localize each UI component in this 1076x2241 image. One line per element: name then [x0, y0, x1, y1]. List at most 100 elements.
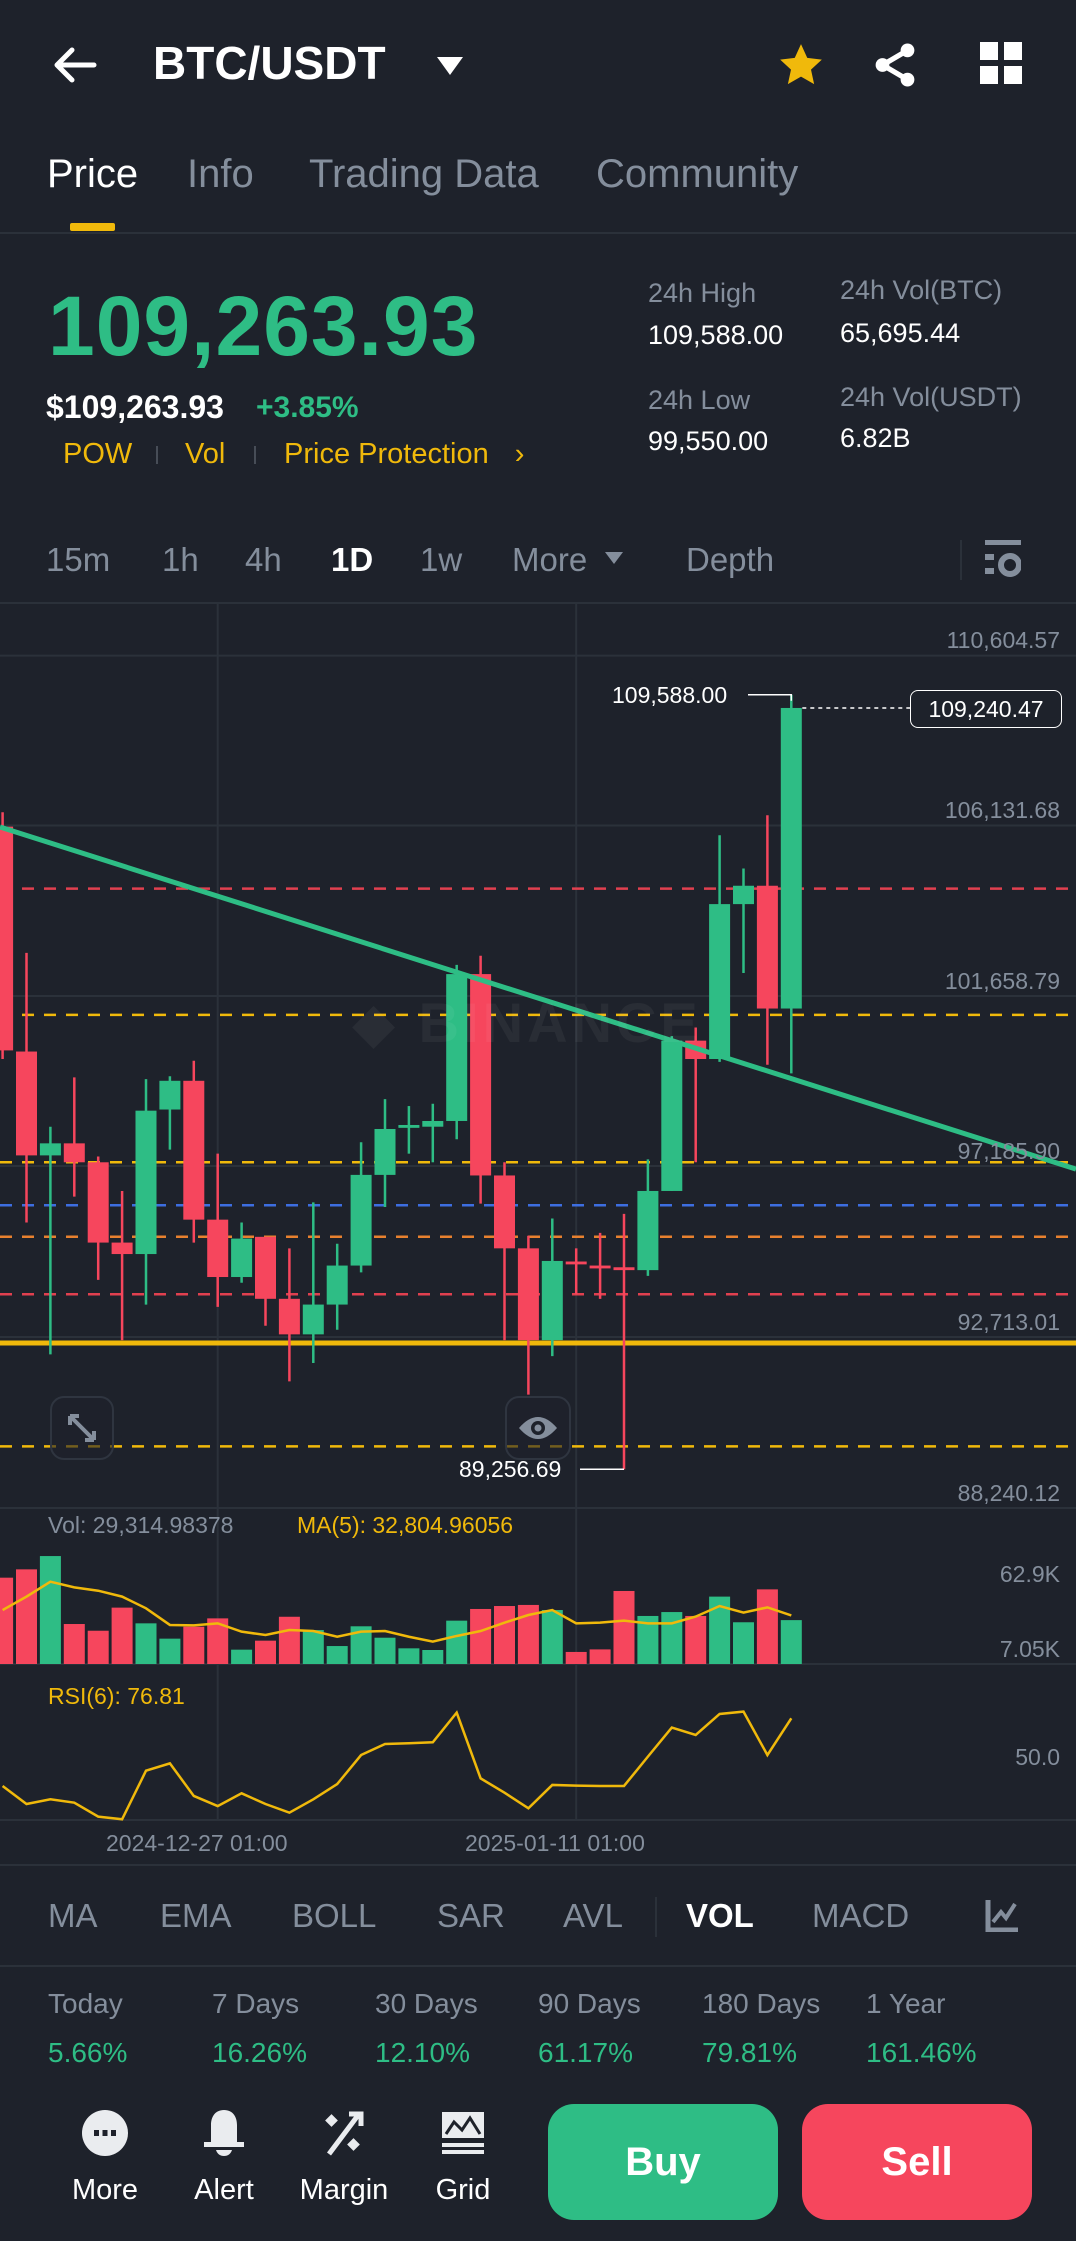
volume-bar [374, 1637, 396, 1664]
volume-bar [637, 1615, 659, 1664]
candle-body [733, 885, 754, 905]
candle-body [0, 826, 14, 1051]
candle-body [589, 1265, 611, 1269]
indicator-avl[interactable]: AVL [563, 1897, 623, 1934]
timeframe-depth[interactable]: Depth [686, 541, 775, 578]
candle-body [398, 1124, 420, 1128]
indicator-sar[interactable]: SAR [437, 1897, 505, 1934]
tag-vol[interactable]: Vol [185, 438, 226, 470]
timeframe-4h[interactable]: 4h [245, 541, 282, 578]
rsi-line [1, 1710, 793, 1821]
timeframe-1h[interactable]: 1h [162, 541, 199, 578]
grid-layout-icon[interactable] [980, 42, 1022, 89]
period-label: 90 Days [538, 1988, 641, 2019]
nav-alert-label: Alert [194, 2174, 254, 2206]
volume-bar [231, 1649, 253, 1664]
price-protection-label: Price Protection [284, 438, 489, 470]
price-tick: 92,713.01 [957, 1309, 1060, 1335]
candle-body [278, 1298, 300, 1335]
nav-margin-label: Margin [299, 2174, 389, 2206]
arrow-left-icon [54, 47, 97, 83]
candle-body [39, 1143, 61, 1156]
indicator-settings-icon[interactable] [985, 1898, 1019, 1937]
candle-body [494, 1175, 515, 1249]
price-protection-link[interactable]: Price Protection › [284, 438, 524, 471]
eye-icon [519, 1417, 557, 1439]
indicators-divider [0, 1965, 1076, 1967]
caret-down-icon [605, 552, 624, 564]
period-label: 180 Days [702, 1988, 821, 2019]
volume-bar [517, 1604, 539, 1664]
tab-community[interactable]: Community [596, 152, 799, 196]
tag-separator [156, 446, 158, 464]
nav-margin[interactable] [289, 2110, 399, 2220]
indicator-vol[interactable]: VOL [686, 1897, 754, 1934]
tag-pow[interactable]: POW [63, 438, 133, 470]
timeframe-1d[interactable]: 1D [331, 541, 374, 578]
tab-trading-data[interactable]: Trading Data [309, 152, 539, 196]
candle-body [565, 1261, 587, 1265]
period-label: 1 Year [866, 1988, 946, 2019]
candle-body [780, 707, 802, 1009]
timeframe-more[interactable]: More [512, 541, 624, 579]
volume-bar [278, 1616, 300, 1664]
timeframe-15m[interactable]: 15m [46, 541, 111, 578]
volume-bar [446, 1620, 468, 1664]
candle-body [613, 1267, 635, 1271]
timeframe-more-label: More [512, 541, 588, 578]
buy-button[interactable]: Buy [548, 2104, 778, 2220]
date-label: 2024-12-27 01:00 [106, 1830, 288, 1856]
volume-bar [111, 1607, 133, 1664]
margin-percent-icon [325, 2111, 364, 2156]
volume-bar [326, 1646, 348, 1664]
indicator-separator [655, 1897, 657, 1937]
chevron-right-icon: › [514, 438, 525, 470]
pair-dropdown-icon[interactable] [435, 55, 465, 82]
volume-bar [87, 1630, 109, 1664]
indicator-macd[interactable]: MACD [812, 1897, 910, 1934]
tab-price[interactable]: Price [47, 152, 139, 196]
volume-bar [709, 1596, 731, 1664]
period-label: 30 Days [375, 1988, 478, 2019]
price-tick: 88,240.12 [957, 1480, 1060, 1506]
back-button[interactable] [50, 40, 100, 90]
candle-body [709, 904, 731, 1060]
indicator-ma[interactable]: MA [48, 1897, 98, 1934]
date-label: 2025-01-11 01:00 [465, 1830, 645, 1856]
candle-body [207, 1219, 229, 1278]
fullscreen-button[interactable] [50, 1396, 114, 1460]
indicator-ema[interactable]: EMA [160, 1897, 232, 1934]
volume-bar [183, 1626, 205, 1664]
period-value: 12.10% [375, 2037, 470, 2068]
volume-bar [756, 1589, 778, 1664]
stat-vol-btc-value: 65,695.44 [840, 318, 961, 348]
rsi-tick: 50.0 [1015, 1744, 1060, 1770]
favorite-star-icon[interactable] [776, 40, 826, 95]
candle-body [87, 1162, 109, 1243]
share-icon[interactable] [870, 40, 920, 95]
nav-more-label: More [71, 2174, 139, 2206]
tab-info[interactable]: Info [187, 152, 254, 196]
period-value: 5.66% [48, 2037, 128, 2068]
pair-title[interactable]: BTC/USDT [153, 37, 386, 89]
chart-settings-icon[interactable] [985, 540, 1022, 585]
price-tick: 101,658.79 [944, 968, 1060, 994]
nav-more[interactable] [50, 2110, 160, 2220]
candle-body [374, 1128, 396, 1175]
indicator-boll[interactable]: BOLL [292, 1897, 377, 1934]
tag-separator [254, 446, 256, 464]
volume-ma-label: MA(5): 32,804.96056 [297, 1512, 514, 1538]
candle-body [326, 1265, 348, 1305]
candle-body [135, 1110, 157, 1255]
nav-grid[interactable] [408, 2110, 518, 2220]
sell-button[interactable]: Sell [802, 2104, 1032, 2220]
stat-vol-btc-label: 24h Vol(BTC) [840, 275, 1003, 305]
volume-bar [589, 1649, 611, 1664]
volume-tick: 7.05K [999, 1636, 1060, 1662]
nav-alert[interactable] [169, 2110, 279, 2220]
volume-bar [780, 1620, 802, 1664]
timeframe-1w[interactable]: 1w [420, 541, 463, 578]
volume-bar [494, 1606, 515, 1664]
volume-bar [159, 1638, 181, 1664]
visibility-button[interactable] [505, 1396, 571, 1460]
